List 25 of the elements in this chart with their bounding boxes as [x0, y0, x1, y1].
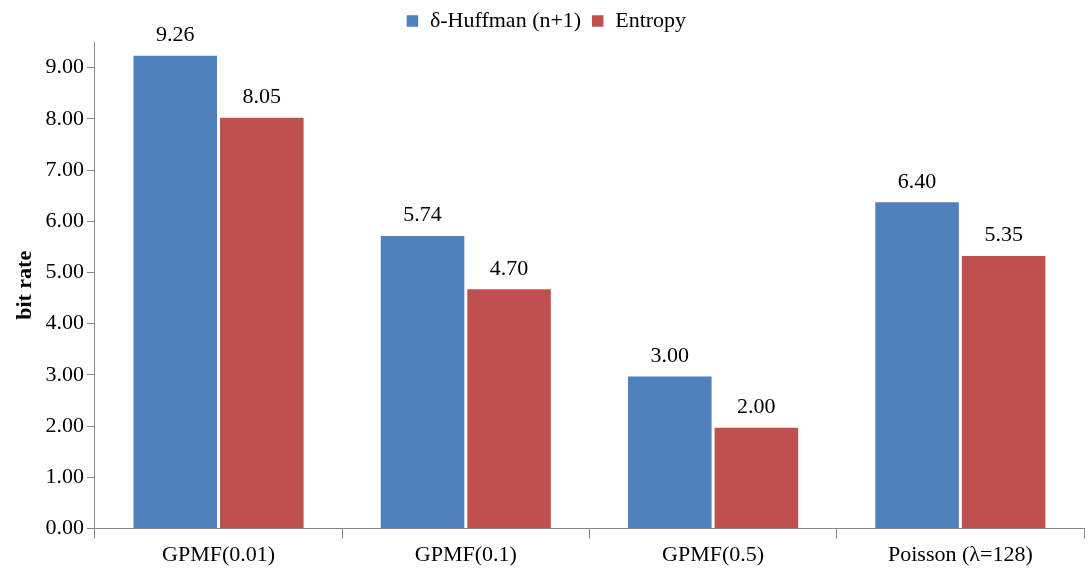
- y-tick-label: 8.00: [45, 104, 84, 130]
- y-tick-label: 9.00: [45, 53, 84, 79]
- data-label: 5.35: [984, 221, 1023, 247]
- x-tick-label: GPMF(0.01): [162, 540, 276, 566]
- y-tick-label: 2.00: [45, 411, 84, 437]
- data-label: 8.05: [242, 83, 282, 109]
- y-tick-label: 4.00: [45, 309, 84, 335]
- y-tick-label: 1.00: [45, 463, 84, 489]
- data-label: 4.70: [489, 254, 529, 280]
- data-label: 6.40: [897, 167, 937, 193]
- data-label: 3.00: [650, 341, 690, 367]
- y-tick-label: 3.00: [45, 360, 84, 386]
- data-label: 5.74: [403, 201, 442, 227]
- y-tick-label: 5.00: [45, 258, 84, 284]
- y-axis-title: bit rate: [10, 250, 36, 320]
- x-tick-label: GPMF(0.5): [662, 540, 765, 566]
- x-tick-label: Poisson (λ=128): [888, 540, 1033, 566]
- legend-label: Entropy: [615, 6, 687, 32]
- data-label: 2.00: [737, 392, 776, 418]
- y-tick-label: 7.00: [45, 155, 84, 181]
- data-label: 9.26: [156, 21, 195, 47]
- x-tick-label: GPMF(0.1): [414, 540, 517, 566]
- y-tick-label: 6.00: [45, 207, 84, 233]
- y-tick-label: 0.00: [45, 514, 84, 540]
- legend-label: δ-Huffman (n+1): [429, 6, 582, 32]
